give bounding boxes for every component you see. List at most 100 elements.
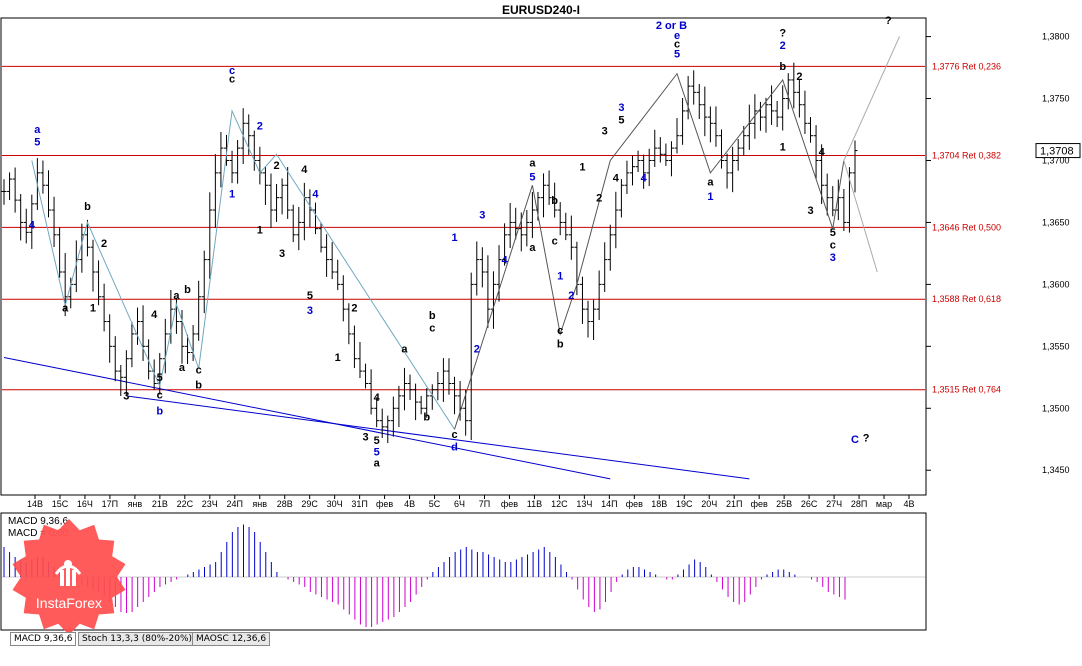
wave-label: 1 (335, 352, 341, 364)
price-bar (268, 173, 274, 228)
x-tick-label: янв (252, 499, 267, 509)
wave-label: d (451, 441, 458, 453)
wave-label: 3 (362, 431, 368, 443)
channel-line-0 (3, 356, 611, 480)
wave-label: c (674, 39, 680, 51)
x-tick-label: 20Ч (701, 499, 717, 509)
price-bar (396, 385, 402, 428)
wave-label: 5 (618, 114, 624, 126)
price-bar (262, 166, 268, 205)
price-bar (785, 73, 791, 110)
wave-label: 4 (502, 254, 509, 266)
wave-label: 2 (474, 344, 480, 356)
wave-label: 1 (90, 303, 96, 315)
logo-wordmark: InstaForex (36, 595, 102, 611)
x-tick-label: 29С (301, 499, 318, 509)
y-tick-label: 1,3750 (1042, 94, 1070, 104)
wave-label: a (401, 344, 408, 356)
y-tick-label: 1,3600 (1042, 279, 1070, 289)
price-bar (390, 396, 396, 437)
wave-label: a (529, 158, 536, 170)
wave-label: 5 (307, 290, 313, 302)
x-tick-label: янв (128, 499, 143, 509)
wave-label: 1 (707, 191, 713, 203)
wave-label: b (551, 195, 558, 207)
price-bar (685, 76, 691, 120)
price-bar (96, 260, 102, 306)
price-bar (452, 376, 458, 415)
price-bar (585, 300, 591, 338)
wave-label: 2 (568, 290, 574, 302)
wave-label: 1 (257, 225, 263, 237)
price-bar (746, 104, 752, 150)
tab-stoch[interactable]: Stoch 13,3,3 (80%-20%) (78, 632, 197, 646)
wave-label: 5 (34, 137, 40, 149)
price-bar (185, 334, 191, 365)
indicator-panel (0, 512, 927, 631)
price-bar (401, 367, 407, 411)
forecast-path-0 (843, 36, 900, 161)
wave-label: c (196, 365, 202, 377)
wave-label: 3 (307, 305, 313, 317)
price-bar (674, 118, 680, 154)
price-bar (568, 215, 574, 260)
price-bar (446, 358, 452, 395)
price-bar (18, 194, 24, 241)
price-bar (546, 170, 552, 205)
wave-label: c (557, 325, 563, 337)
wave-label: 4 (641, 173, 648, 185)
price-bar (385, 415, 391, 444)
price-bar (424, 388, 430, 418)
tab-maosc[interactable]: MAOSC 12,36,6 (192, 632, 271, 646)
x-tick-label: 26С (801, 499, 818, 509)
wave-label: b (429, 310, 436, 322)
price-bar (90, 239, 96, 292)
wave-label: 5 (374, 446, 380, 458)
price-bar (146, 339, 152, 380)
price-bar (602, 242, 608, 292)
price-bar (796, 79, 802, 118)
fib-label-1: 1,3704 Ret 0,382 (932, 151, 1001, 161)
price-bar (513, 207, 519, 240)
price-bar (657, 137, 663, 163)
fib-label-3: 1,3588 Ret 0,618 (932, 294, 1001, 304)
wave-label: c (229, 65, 235, 77)
price-bar (207, 192, 213, 279)
x-tick-label: 24П (227, 499, 243, 509)
wave-label: c (429, 322, 435, 334)
price-bar (318, 222, 324, 253)
x-tick-label: 17П (102, 499, 118, 509)
price-bar (101, 283, 107, 332)
price-bar (57, 227, 63, 278)
price-bar (646, 148, 652, 187)
wave-label: a (374, 458, 381, 470)
price-bar (691, 70, 697, 105)
wave-label: a (179, 362, 186, 374)
price-bar (218, 132, 224, 188)
price-bar (129, 321, 135, 368)
tab-macd[interactable]: MACD 9,36,6 (10, 632, 77, 646)
price-bar (335, 259, 341, 291)
price-bar (229, 150, 235, 184)
price-bar (541, 173, 547, 218)
x-tick-label: 27Ч (826, 499, 842, 509)
wave-label: a (529, 242, 536, 254)
wave-label: b (156, 405, 163, 417)
price-bar (607, 224, 613, 271)
price-bar (752, 94, 758, 139)
price-bar (346, 303, 352, 345)
x-tick-label: фев (501, 499, 518, 509)
price-bar (285, 166, 291, 219)
wave-label: a (62, 303, 69, 315)
x-tick-label: 16Ч (77, 499, 93, 509)
price-bar (563, 212, 569, 241)
wave-path-major (454, 72, 845, 430)
price-bar (741, 125, 747, 156)
wave-label: c (830, 239, 836, 251)
price-bar (1, 179, 7, 205)
price-bar (763, 97, 769, 133)
price-bar (468, 272, 474, 440)
wave-label: C (851, 434, 859, 446)
price-bar (463, 389, 469, 436)
price-bar (735, 139, 741, 171)
